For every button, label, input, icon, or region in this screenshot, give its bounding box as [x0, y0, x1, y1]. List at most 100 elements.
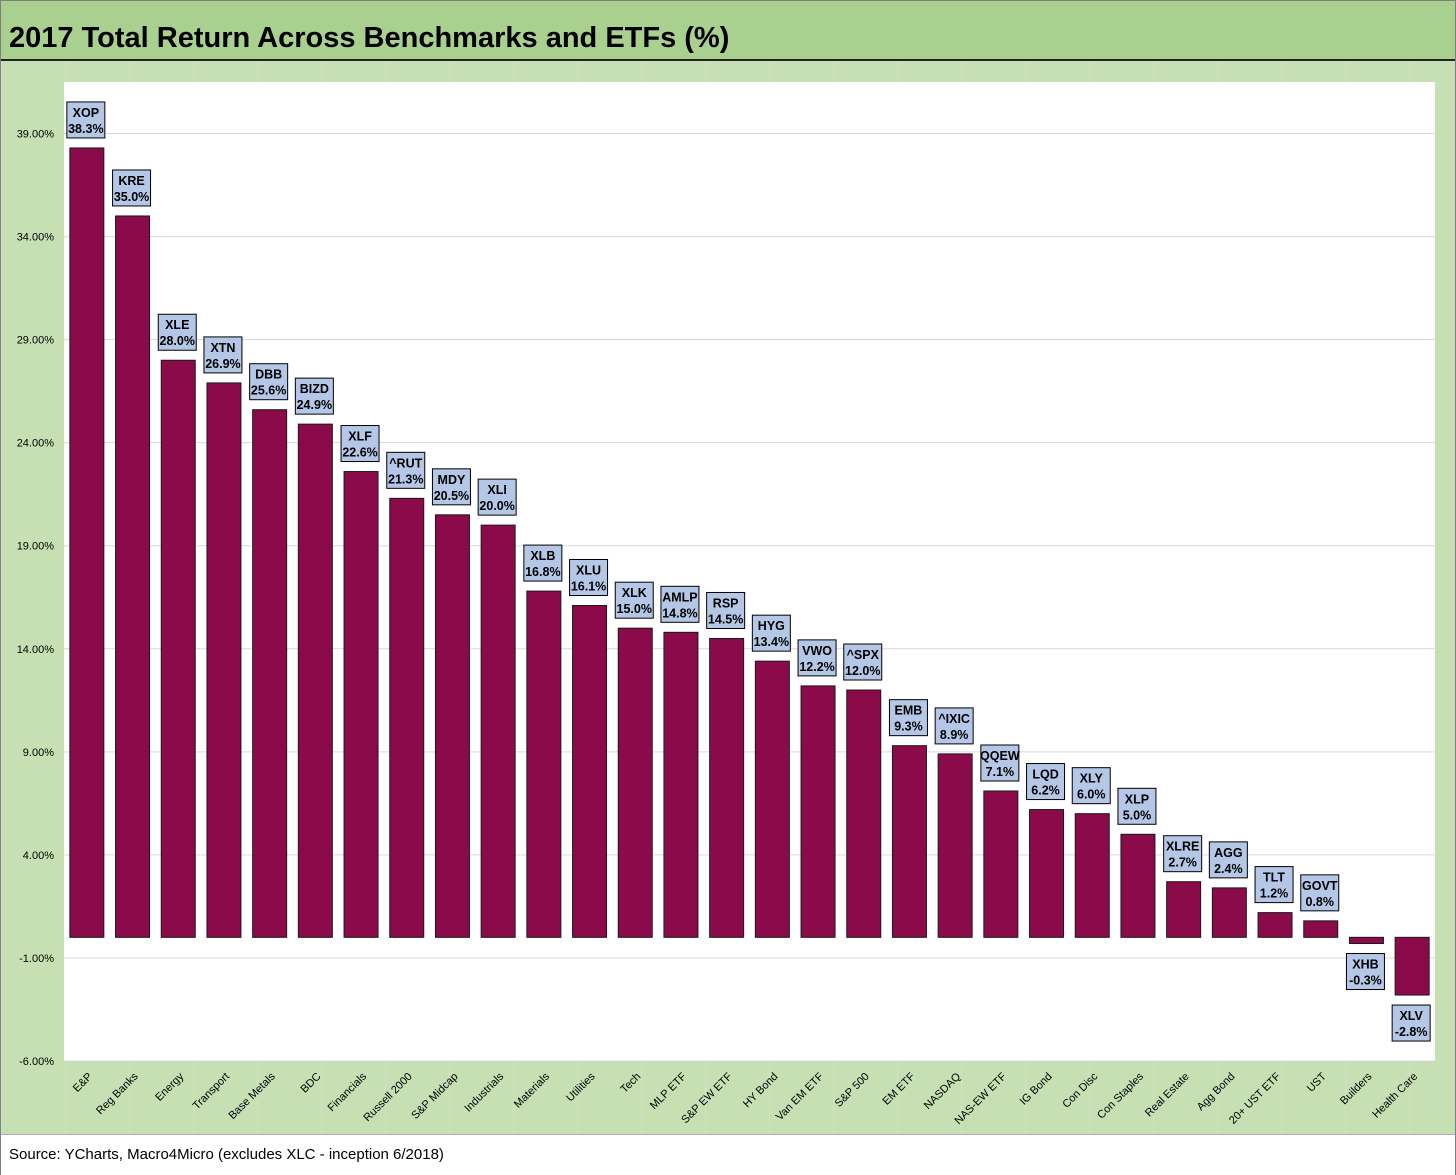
x-tick-label: S&P Midcap — [409, 1071, 460, 1122]
data-label-box — [523, 544, 563, 582]
value-label: 6.2% — [1031, 784, 1060, 798]
ticker-label: XLU — [576, 564, 601, 578]
value-label: 20.0% — [479, 499, 514, 513]
ticker-label: ^IXIC — [938, 712, 970, 726]
ticker-label: XHB — [1352, 958, 1378, 972]
title-bar: 2017 Total Return Across Benchmarks and … — [1, 1, 1455, 61]
value-label: 12.2% — [799, 660, 834, 674]
bar — [206, 382, 242, 938]
data-label-box — [1345, 953, 1385, 991]
data-label-box — [157, 313, 197, 351]
bar — [1257, 912, 1293, 938]
ticker-label: TLT — [1263, 871, 1285, 885]
value-label: 5.0% — [1123, 808, 1152, 822]
ticker-label: XLI — [487, 483, 506, 497]
value-label: 25.6% — [251, 384, 286, 398]
x-tick-label: Con Disc — [1060, 1070, 1100, 1110]
value-label: 0.8% — [1306, 895, 1335, 909]
x-tick-label: Utilities — [564, 1070, 598, 1104]
data-label-box — [1026, 763, 1066, 801]
ticker-label: BIZD — [300, 382, 329, 396]
data-label-box — [294, 377, 334, 415]
x-tick-label: NASDAQ — [922, 1070, 964, 1112]
x-tick-label: Transport — [191, 1071, 232, 1112]
y-tick-label: 19.00% — [17, 541, 55, 553]
bar — [297, 423, 333, 938]
value-label: 24.9% — [297, 398, 332, 412]
bar — [1348, 936, 1384, 945]
x-tick-label: Russell 2000 — [361, 1071, 414, 1124]
value-label: 20.5% — [434, 489, 469, 503]
x-tick-label: Real Estate — [1143, 1071, 1192, 1120]
x-tick-label: S&P 500 — [833, 1071, 872, 1110]
y-tick-label: 34.00% — [17, 232, 55, 244]
data-label-box — [934, 707, 974, 745]
x-tick-label: UST — [1305, 1070, 1329, 1094]
value-label: 8.9% — [940, 728, 969, 742]
value-label: -2.8% — [1395, 1025, 1428, 1039]
ticker-label: MDY — [438, 473, 466, 487]
x-tick-label: Health Care — [1370, 1071, 1420, 1121]
ticker-label: XLB — [530, 549, 555, 563]
x-tick-label: MLP ETF — [648, 1070, 689, 1111]
ticker-label: KRE — [118, 174, 144, 188]
x-tick-label: Builders — [1338, 1070, 1375, 1107]
ticker-label: EMB — [895, 704, 923, 718]
x-tick-label: BDC — [299, 1071, 324, 1096]
value-label: 38.3% — [68, 122, 103, 136]
ticker-label: XLRE — [1166, 840, 1199, 854]
bar — [1303, 920, 1339, 938]
y-tick-label: 29.00% — [17, 335, 55, 347]
ticker-label: ^SPX — [847, 648, 880, 662]
x-tick-label: Energy — [153, 1070, 186, 1103]
data-label-box — [843, 643, 883, 681]
ticker-label: XLY — [1080, 772, 1104, 786]
value-label: 9.3% — [894, 720, 923, 734]
ticker-label: DBB — [255, 368, 282, 382]
bar — [526, 590, 562, 938]
bar — [1211, 887, 1247, 938]
data-label-box — [660, 585, 700, 623]
x-tick-label: Agg Bond — [1195, 1071, 1238, 1114]
bar — [160, 359, 196, 938]
x-tick-label: E&P — [71, 1071, 95, 1095]
bar — [983, 790, 1019, 938]
bar — [1120, 833, 1156, 938]
bar — [115, 215, 151, 938]
data-label-box — [1071, 767, 1111, 805]
x-tick-label: Reg Banks — [94, 1070, 141, 1117]
ticker-label: GOVT — [1302, 879, 1338, 893]
bar — [1029, 809, 1065, 938]
value-label: 12.0% — [845, 664, 880, 678]
value-label: 13.4% — [754, 635, 789, 649]
ticker-label: XLP — [1125, 792, 1149, 806]
ticker-label: AGG — [1214, 846, 1242, 860]
data-label-box — [203, 336, 243, 374]
bar — [1166, 881, 1202, 938]
ticker-label: XOP — [73, 106, 99, 120]
y-tick-label: 14.00% — [17, 644, 55, 656]
x-tick-label: EM ETF — [881, 1070, 918, 1107]
data-label-box — [797, 639, 837, 677]
data-label-box — [249, 363, 289, 401]
x-tick-label: Con Staples — [1095, 1070, 1146, 1121]
value-label: 21.3% — [388, 472, 423, 486]
data-label-box — [112, 169, 152, 207]
y-tick-label: 24.00% — [17, 438, 55, 450]
y-tick-label: -6.00% — [19, 1056, 54, 1068]
ticker-label: XLE — [165, 318, 189, 332]
value-label: 16.8% — [525, 565, 560, 579]
bar — [252, 409, 288, 938]
y-tick-label: 9.00% — [23, 747, 54, 759]
data-label-box — [1300, 874, 1340, 912]
bar — [572, 605, 608, 938]
data-label-box — [614, 581, 654, 619]
data-label-box — [706, 591, 746, 629]
data-label-box — [340, 425, 380, 463]
value-label: 35.0% — [114, 190, 149, 204]
data-label-box — [431, 468, 471, 506]
x-tick-label: Financials — [326, 1070, 370, 1114]
data-label-box — [1208, 841, 1248, 879]
ticker-label: XTN — [210, 341, 235, 355]
value-label: 14.8% — [662, 606, 697, 620]
